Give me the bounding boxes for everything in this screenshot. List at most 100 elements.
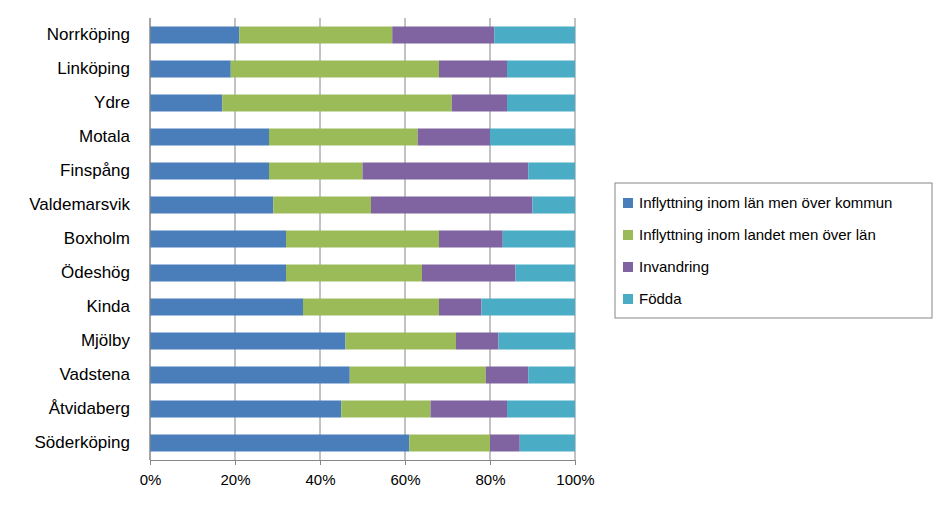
legend-swatch (623, 262, 633, 272)
bar-segment (341, 401, 430, 418)
tick: Ödeshög (61, 263, 130, 282)
category-label: Finspång (60, 161, 130, 180)
bar-segment (371, 197, 533, 214)
tick: 40% (305, 460, 335, 488)
tick-label: 40% (305, 471, 335, 488)
bar-segment (150, 265, 286, 282)
tick: 80% (475, 460, 505, 488)
tick: 100% (556, 460, 594, 488)
legend-label: Födda (639, 290, 682, 307)
bar-segment (350, 367, 486, 384)
bar-segment (439, 231, 503, 248)
bar-segment (150, 299, 303, 316)
bar-segment (503, 231, 575, 248)
tick: Finspång (60, 161, 130, 180)
tick-label: 100% (556, 471, 594, 488)
bar-segment (150, 61, 231, 78)
bar-segment (392, 27, 494, 44)
tick-label: 20% (220, 471, 250, 488)
bar-segment (150, 435, 409, 452)
bar-segment (494, 27, 575, 44)
bar-segment (516, 265, 576, 282)
tick: 0% (140, 460, 162, 488)
bar-segment (507, 401, 575, 418)
category-label: Ydre (94, 93, 130, 112)
category-label: Boxholm (64, 229, 130, 248)
bar-segment (507, 95, 575, 112)
tick: Söderköping (35, 433, 130, 452)
tick-label: 80% (475, 471, 505, 488)
bar-segment (482, 299, 576, 316)
tick: Vadstena (59, 365, 130, 384)
tick-mark (150, 460, 151, 465)
legend-swatch (623, 294, 633, 304)
bar-segment (273, 197, 371, 214)
grid (150, 18, 575, 460)
category-label: Valdemarsvik (29, 195, 130, 214)
bar-segment (490, 435, 520, 452)
bar-segment (150, 27, 239, 44)
bar-segment (231, 61, 439, 78)
legend-label: Invandring (639, 258, 709, 275)
grid-line (150, 18, 151, 460)
bar-segment (486, 367, 529, 384)
category-label: Söderköping (35, 433, 130, 452)
tick-mark (320, 460, 321, 465)
bar-segment (409, 435, 490, 452)
bar-segment (499, 333, 576, 350)
category-label: Norrköping (47, 25, 130, 44)
legend-frame (615, 183, 932, 318)
bar-segment (452, 95, 507, 112)
bar-segment (150, 197, 273, 214)
tick: Motala (79, 127, 131, 146)
legend: Inflyttning inom län men över kommunInfl… (615, 183, 932, 318)
tick: Åtvidaberg (49, 399, 130, 418)
bar-segment (150, 95, 222, 112)
tick: Kinda (87, 297, 131, 316)
category-label: Åtvidaberg (49, 399, 130, 418)
legend-swatch (623, 198, 633, 208)
category-label: Motala (79, 127, 131, 146)
bar-segment (507, 61, 575, 78)
bar-segment (439, 61, 507, 78)
bar-segment (439, 299, 482, 316)
bar-segment (150, 333, 346, 350)
bars (150, 27, 575, 452)
category-label: Kinda (87, 297, 131, 316)
bar-segment (490, 129, 575, 146)
tick: 20% (220, 460, 250, 488)
bar-segment (150, 163, 269, 180)
bar-segment (431, 401, 508, 418)
axis-line (151, 460, 576, 461)
bar-segment (269, 163, 363, 180)
category-label: Vadstena (59, 365, 130, 384)
bar-segment (346, 333, 457, 350)
bar-segment (222, 95, 452, 112)
legend-swatch (623, 230, 633, 240)
chart: 0% 20% 40% 60% 80% 100% Norrköping Linköping Ydr… (0, 0, 945, 506)
bar-segment (303, 299, 439, 316)
tick: Linköping (57, 59, 130, 78)
tick: Norrköping (47, 25, 130, 44)
bar-segment (528, 367, 575, 384)
bar-segment (533, 197, 576, 214)
bar-segment (150, 231, 286, 248)
category-label: Ödeshög (61, 263, 130, 282)
tick-label: 60% (390, 471, 420, 488)
category-label: Mjölby (81, 331, 131, 350)
bar-segment (150, 401, 341, 418)
bar-segment (239, 27, 392, 44)
tick: Boxholm (64, 229, 130, 248)
tick-mark (575, 460, 576, 465)
tick: 60% (390, 460, 420, 488)
tick: Valdemarsvik (29, 195, 130, 214)
bar-segment (286, 231, 439, 248)
x-axis: 0% 20% 40% 60% 80% 100% (140, 460, 595, 488)
bar-segment (150, 129, 269, 146)
bar-segment (150, 367, 350, 384)
tick-mark (405, 460, 406, 465)
bar-segment (456, 333, 499, 350)
tick-mark (235, 460, 236, 465)
bar-segment (363, 163, 529, 180)
tick: Ydre (94, 93, 130, 112)
